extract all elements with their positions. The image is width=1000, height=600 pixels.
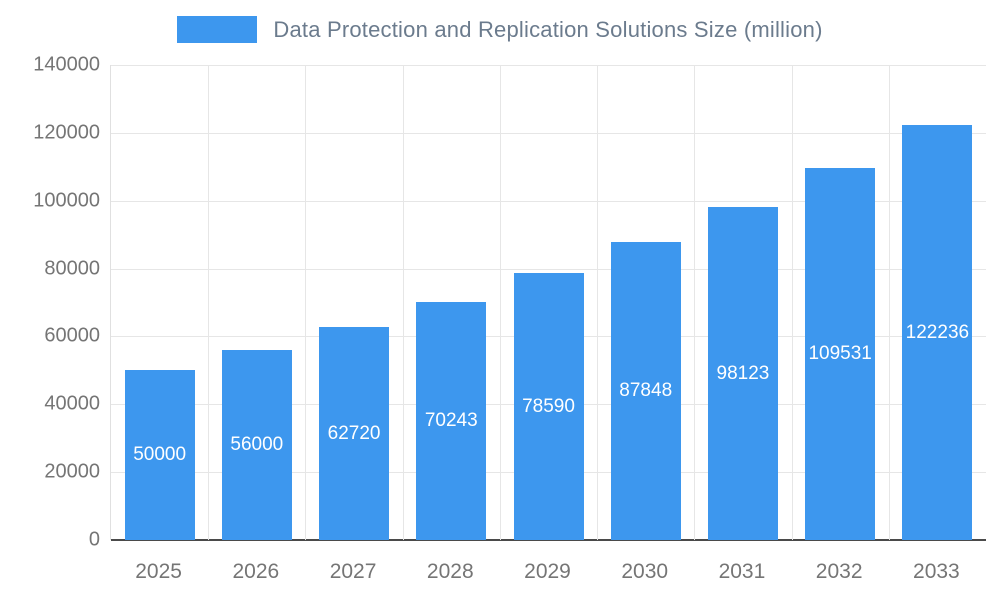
- y-axis: 0 20000 40000 60000 80000 100000 120000 140000: [0, 54, 100, 551]
- bar-2027: 62720: [319, 327, 390, 540]
- bar-value-label: 98123: [716, 362, 770, 384]
- gridline-vertical: [791, 65, 793, 540]
- bar-value-label: 109531: [808, 343, 872, 365]
- gridline-vertical: [208, 65, 210, 540]
- bar-value-label: 50000: [133, 444, 187, 466]
- y-axis-tick-label: 20000: [44, 460, 100, 483]
- bar-value-label: 87848: [619, 379, 673, 401]
- y-axis-tick-label: 0: [88, 528, 100, 551]
- gridline-vertical: [888, 65, 890, 540]
- bar-2028: 70243: [416, 301, 487, 540]
- x-axis-tick-label: 2031: [718, 560, 766, 583]
- y-axis-tick-label: 120000: [33, 121, 100, 144]
- gridline-vertical: [499, 65, 501, 540]
- bar-2026: 56000: [221, 350, 292, 540]
- legend-swatch-icon: [177, 16, 258, 43]
- gridline-horizontal: [111, 268, 986, 270]
- gridline-horizontal: [111, 65, 986, 66]
- bar-value-label: 62720: [327, 422, 381, 444]
- gridline-horizontal: [111, 200, 986, 202]
- x-axis-baseline: [111, 539, 986, 541]
- x-axis-tick-label: 2025: [135, 560, 182, 583]
- x-axis-tick-label: 2032: [815, 560, 863, 583]
- plot-area: 50000 56000 62720 70243 78590 87848 98123 10953…: [110, 65, 986, 541]
- x-axis-tick-label: 2030: [621, 560, 669, 583]
- bar-2031: 98123: [707, 207, 778, 540]
- bar-value-label: 78590: [522, 395, 575, 417]
- bar-value-label: 56000: [230, 434, 284, 455]
- gridline-horizontal: [111, 132, 986, 134]
- x-axis-tick-label: 2026: [232, 560, 280, 583]
- bar-value-label: 122236: [905, 321, 970, 343]
- y-axis-tick-label: 40000: [44, 392, 100, 415]
- bar-2030: 87848: [610, 241, 681, 540]
- gridline-vertical: [694, 65, 696, 540]
- gridline-vertical: [305, 65, 307, 540]
- x-axis-tick-label: 2027: [329, 560, 377, 583]
- x-axis-tick-label: 2033: [913, 560, 960, 583]
- y-axis-tick-label: 100000: [33, 189, 100, 212]
- x-axis-tick-label: 2029: [524, 560, 571, 583]
- bar-2029: 78590: [513, 273, 584, 540]
- y-axis-tick-label: 80000: [44, 257, 100, 280]
- y-axis-tick-label: 60000: [44, 324, 100, 347]
- gridline-vertical: [402, 65, 404, 540]
- x-axis: 2025 2026 2027 2028 2029 2030 2031 2032 2033: [110, 552, 985, 588]
- x-axis-tick-label: 2028: [426, 560, 474, 583]
- chart-title: Data Protection and Replication Solution…: [273, 16, 823, 42]
- bar-2032: 109531: [805, 168, 876, 540]
- chart-legend: Data Protection and Replication Solution…: [0, 16, 1000, 43]
- bar-value-label: 70243: [424, 409, 478, 431]
- bar-2025: 50000: [124, 370, 195, 540]
- bar-2033: 122236: [902, 125, 973, 540]
- gridline-vertical: [597, 65, 599, 540]
- y-axis-tick-label: 140000: [33, 53, 100, 76]
